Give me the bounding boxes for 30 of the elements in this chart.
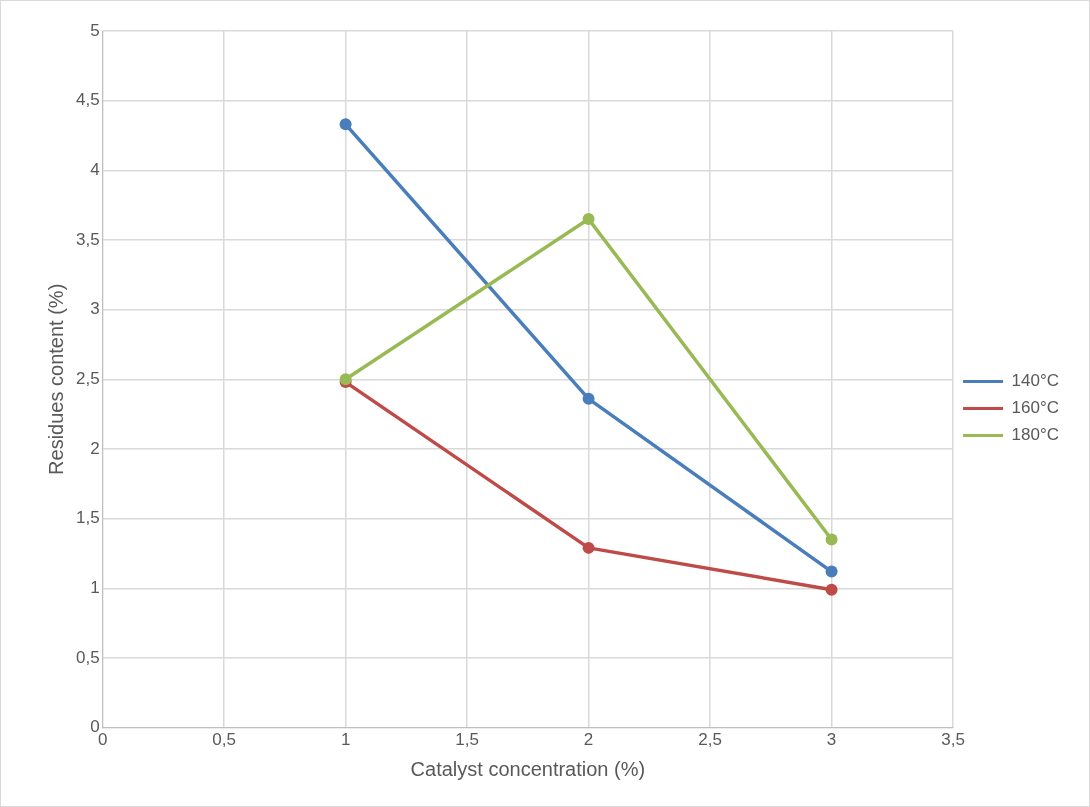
x-tick-label: 2,5 (698, 730, 722, 750)
legend-label: 160°C (1011, 398, 1060, 418)
y-tick-label: 1 (90, 577, 100, 597)
y-tick-label: 0 (90, 717, 100, 737)
y-tick-label: 5 (90, 20, 100, 40)
y-tick-label: 2,5 (75, 368, 100, 388)
point (825, 565, 838, 578)
point (582, 213, 595, 226)
point (339, 118, 352, 131)
legend-label: 140°C (1011, 371, 1060, 391)
point (825, 533, 838, 546)
y-tick-label: 4 (90, 160, 100, 180)
y-tick-label: 3 (90, 299, 100, 319)
point (582, 541, 595, 554)
y-tick-label: 3,5 (75, 229, 100, 249)
y-tick-label: 2 (90, 438, 100, 458)
x-tick-label: 2 (583, 730, 594, 750)
point (825, 583, 838, 596)
y-tick-label: 1,5 (75, 508, 100, 528)
x-tick-label: 3 (826, 730, 837, 750)
legend-label: 180°C (1011, 425, 1060, 445)
x-tick-label: 1,5 (455, 730, 479, 750)
y-tick-label: 0,5 (75, 647, 100, 667)
x-tick-label: 0,5 (212, 730, 236, 750)
y-axis-title: Residues content (%) (44, 283, 67, 475)
x-tick-label: 3,5 (941, 730, 965, 750)
point (582, 392, 595, 405)
y-tick-label: 4,5 (75, 90, 100, 110)
x-tick-label: 1 (340, 730, 351, 750)
x-axis-title: Catalyst concentration (%) (410, 757, 646, 780)
